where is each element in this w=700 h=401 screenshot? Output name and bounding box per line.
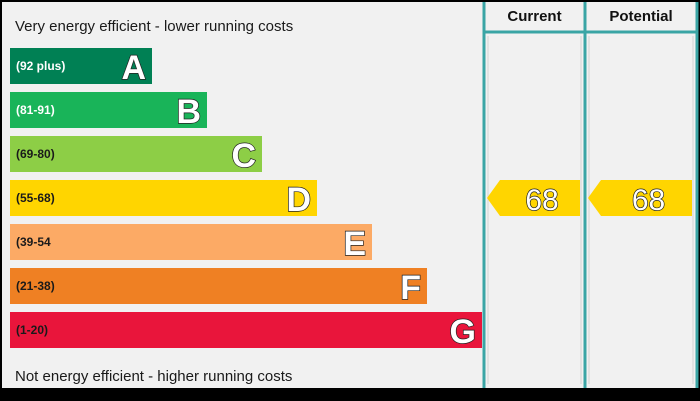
band-letter: G	[450, 313, 476, 351]
band-range-label: (69-80)	[16, 147, 55, 161]
band-f: (21-38) F	[10, 268, 427, 308]
band-bar-c	[10, 136, 262, 172]
band-bar-e	[10, 224, 372, 260]
band-letter: B	[176, 93, 201, 131]
band-c: (69-80) C	[10, 136, 262, 176]
rating-arrow-potential	[588, 180, 692, 216]
column-header-current: Current	[507, 8, 561, 25]
band-b: (81-91) B	[10, 92, 207, 132]
band-range-label: (81-91)	[16, 103, 55, 117]
band-e: (39-54 E	[10, 224, 372, 264]
band-d: (55-68) D	[10, 180, 317, 220]
band-letter: E	[343, 225, 366, 263]
band-range-label: (92 plus)	[16, 59, 65, 73]
band-a: (92 plus) A	[10, 48, 152, 88]
band-bar-d	[10, 180, 317, 216]
band-letter: D	[286, 181, 311, 219]
band-range-label: (39-54	[16, 235, 51, 249]
band-g: (1-20) G	[10, 312, 482, 352]
band-bar-b	[10, 92, 207, 128]
rating-value-potential: 68	[632, 184, 665, 217]
band-bar-f	[10, 268, 427, 304]
rating-bands: (92 plus) A (81-91) B (69-80) C (55-68) D (39-54…	[10, 48, 482, 352]
bottom-caption: Not energy efficient - higher running co…	[15, 368, 292, 385]
rating-value-current: 68	[525, 184, 558, 217]
band-range-label: (55-68)	[16, 191, 55, 205]
band-bar-g	[10, 312, 482, 348]
rating-arrow-current	[487, 180, 580, 216]
band-range-label: (21-38)	[16, 279, 55, 293]
top-caption: Very energy efficient - lower running co…	[15, 18, 293, 35]
band-range-label: (1-20)	[16, 323, 48, 337]
band-letter: C	[231, 137, 256, 175]
band-bar-a	[10, 48, 152, 84]
rating-columns: Current 68 Potential 68	[482, 2, 699, 388]
band-letter: A	[121, 49, 146, 87]
column-header-potential: Potential	[609, 8, 672, 25]
band-letter: F	[400, 269, 421, 307]
